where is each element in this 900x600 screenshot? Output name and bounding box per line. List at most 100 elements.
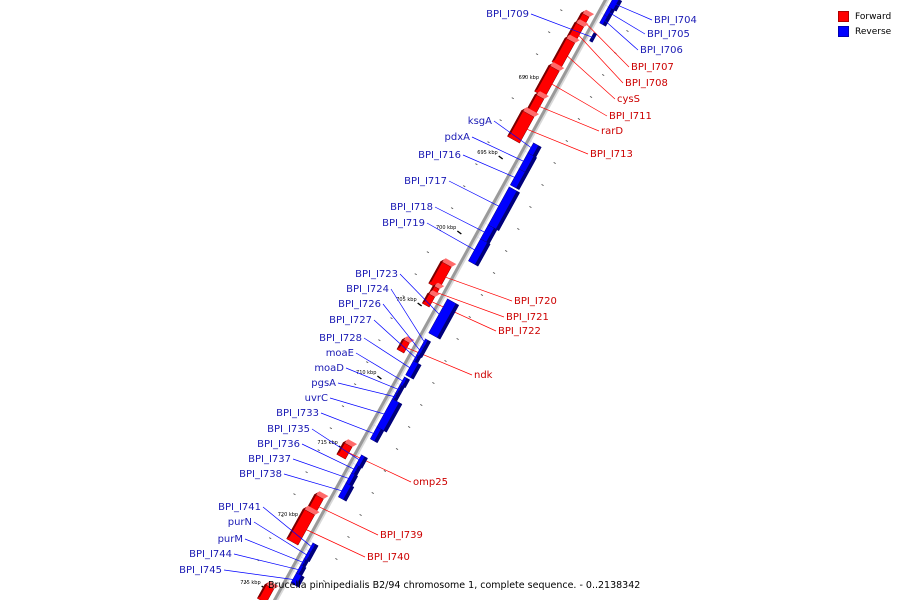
reverse-gene-bpi-i704[interactable] <box>608 0 623 12</box>
label-bpi-i739[interactable]: BPI_I739 <box>314 504 423 541</box>
minor-tick <box>480 294 484 297</box>
label-omp25[interactable]: omp25 <box>344 450 448 488</box>
reverse-gene-bpi-i737-side <box>349 474 358 487</box>
minor-tick <box>553 162 556 165</box>
leader-line <box>345 367 401 391</box>
gene-label: BPI_I728 <box>319 333 362 344</box>
forward-gene-bpi-i713[interactable] <box>507 107 539 144</box>
label-bpi-i738[interactable]: BPI_I738 <box>239 469 347 493</box>
gene-label: ksgA <box>468 116 492 127</box>
minor-tick <box>450 207 454 210</box>
forward-gene-bpi-i722[interactable] <box>421 290 440 308</box>
reverse-gene-pgsa[interactable] <box>390 389 401 402</box>
label-bpi-i716[interactable]: BPI_I716 <box>418 150 520 180</box>
forward-gene-bpi-i711-top <box>548 62 565 72</box>
label-bpi-i724[interactable]: BPI_I724 <box>346 284 427 345</box>
tick-label: 725 kbp <box>240 580 260 586</box>
label-bpi-i735[interactable]: BPI_I735 <box>267 424 362 462</box>
reverse-gene-bpi-i737[interactable] <box>345 469 359 487</box>
label-bpi-i711[interactable]: BPI_I711 <box>546 80 652 122</box>
label-bpi-i744[interactable]: BPI_I744 <box>189 549 302 571</box>
label-ksga[interactable]: ksgA <box>468 116 535 151</box>
gene-label: BPI_I744 <box>189 549 232 560</box>
forward-swatch <box>838 11 849 22</box>
label-bpi-i707[interactable]: BPI_I707 <box>582 19 674 73</box>
reverse-gene-ksga-side <box>532 145 542 158</box>
label-cyss[interactable]: cysS <box>563 52 640 105</box>
label-ndk[interactable]: ndk <box>402 345 493 381</box>
label-bpi-i745[interactable]: BPI_I745 <box>179 565 298 581</box>
forward-gene-bpi-i740[interactable] <box>286 505 320 546</box>
leader-line <box>428 299 497 332</box>
reverse-gene-uvrc[interactable] <box>376 395 403 433</box>
label-bpi-i726[interactable]: BPI_I726 <box>338 299 422 353</box>
forward-gene-bpi-i708-top <box>574 19 589 28</box>
forward-gene-bpi-i739-top <box>314 491 329 500</box>
reverse-gene-bpi-i741-side <box>310 544 319 554</box>
label-bpi-i713[interactable]: BPI_I713 <box>520 126 633 160</box>
tick-label: 695 kbp <box>477 150 497 156</box>
minor-tick <box>353 383 357 386</box>
label-bpi-i718[interactable]: BPI_I718 <box>390 202 489 235</box>
label-purm[interactable]: purM <box>218 534 305 564</box>
label-bpi-i717[interactable]: BPI_I717 <box>404 176 505 210</box>
reverse-gene-bpi-i706[interactable] <box>599 11 611 27</box>
reverse-gene-bpi-i738-side <box>343 485 354 502</box>
label-bpi-i721[interactable]: BPI_I721 <box>433 291 549 323</box>
backbone <box>272 0 610 600</box>
label-moae[interactable]: moaE <box>326 348 406 383</box>
gene-label: BPI_I739 <box>380 530 423 541</box>
reverse-gene-bpi-i733[interactable] <box>369 423 385 444</box>
forward-gene-bpi-i713-top <box>521 107 539 118</box>
label-bpi-i708[interactable]: BPI_I708 <box>575 31 668 89</box>
label-pdxa[interactable]: pdxA <box>445 132 529 164</box>
label-bpi-i733[interactable]: BPI_I733 <box>276 408 378 436</box>
reverse-gene-bpi-i736-side <box>353 466 362 476</box>
reverse-gene-bpi-i726[interactable] <box>416 343 427 359</box>
reverse-gene-moae-side <box>402 378 410 388</box>
label-bpi-i740[interactable]: BPI_I740 <box>300 526 410 563</box>
legend-forward: Forward <box>838 9 891 24</box>
label-bpi-i720[interactable]: BPI_I720 <box>439 274 557 307</box>
label-bpi-i722[interactable]: BPI_I722 <box>428 299 541 337</box>
label-bpi-i737[interactable]: BPI_I737 <box>248 454 352 480</box>
forward-gene-partial[interactable] <box>256 581 279 600</box>
label-bpi-i719[interactable]: BPI_I719 <box>382 218 480 253</box>
reverse-gene-bpi-i724[interactable] <box>420 335 432 351</box>
forward-gene-bpi-i720-top <box>440 258 457 268</box>
label-bpi-i704[interactable]: BPI_I704 <box>614 3 697 26</box>
minor-tick <box>541 184 544 187</box>
label-bpi-i741[interactable]: BPI_I741 <box>218 502 314 549</box>
label-bpi-i709[interactable]: BPI_I709 <box>486 9 594 38</box>
minor-tick <box>281 515 284 518</box>
label-purn[interactable]: purN <box>228 517 310 557</box>
label-bpi-i736[interactable]: BPI_I736 <box>257 439 357 471</box>
gene-label: BPI_I706 <box>640 45 683 56</box>
forward-gene-cyss-top <box>565 34 580 44</box>
label-pgsa[interactable]: pgsA <box>311 378 397 398</box>
reverse-gene-bpi-i706-side <box>602 16 611 27</box>
label-bpi-i706[interactable]: BPI_I706 <box>604 20 683 56</box>
label-bpi-i723[interactable]: BPI_I723 <box>355 269 445 320</box>
leader-line <box>546 80 608 117</box>
minor-tick <box>463 185 466 188</box>
label-uvrc[interactable]: uvrC <box>305 393 390 416</box>
label-bpi-i727[interactable]: BPI_I727 <box>329 315 418 360</box>
forward-gene-bpi-i740-side <box>286 507 307 539</box>
minor-tick <box>444 360 447 363</box>
tick-label: 705 kbp <box>396 297 416 303</box>
minor-tick <box>511 97 514 100</box>
reverse-gene-bpi-i723[interactable] <box>428 295 460 340</box>
label-rard[interactable]: rarD <box>534 104 623 137</box>
legend-reverse-label: Reverse <box>855 26 892 37</box>
gene-label: BPI_I707 <box>631 62 674 73</box>
label-bpi-i728[interactable]: BPI_I728 <box>319 333 414 371</box>
leader-line <box>399 273 445 320</box>
forward-gene-bpi-i720[interactable] <box>428 258 457 290</box>
leader-line <box>402 345 473 376</box>
label-moad[interactable]: moaD <box>314 363 401 391</box>
minor-tick <box>504 250 508 253</box>
label-bpi-i705[interactable]: BPI_I705 <box>609 12 690 40</box>
leader-line <box>320 412 378 436</box>
scale-ticks: 690 kbp 695 kbp 700 kbp 705 kbp 710 kbp 715 k… <box>240 75 545 590</box>
